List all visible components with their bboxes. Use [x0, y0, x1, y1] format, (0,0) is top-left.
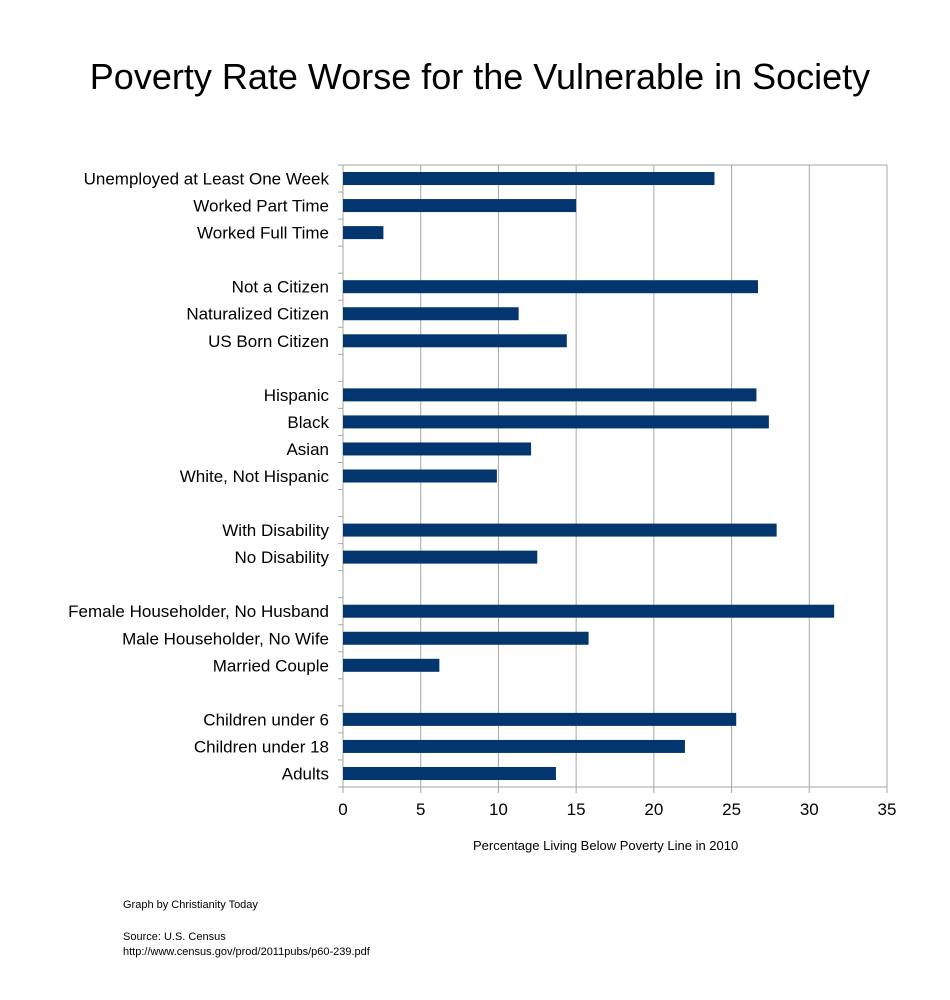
- x-tick-label: 30: [800, 800, 819, 819]
- bar: [343, 334, 567, 348]
- category-label: Worked Part Time: [193, 197, 329, 216]
- bar: [343, 469, 497, 483]
- credit-text: Graph by Christianity Today: [123, 899, 258, 911]
- bar: [343, 712, 737, 726]
- bar: [343, 631, 589, 645]
- x-tick-label: 10: [489, 800, 508, 819]
- x-tick-label: 35: [878, 800, 897, 819]
- category-label: With Disability: [222, 521, 329, 540]
- chart-title: Poverty Rate Worse for the Vulnerable in…: [89, 56, 871, 97]
- bar: [343, 388, 757, 402]
- bar: [343, 523, 777, 537]
- category-label: Asian: [286, 440, 329, 459]
- category-label: Married Couple: [213, 656, 329, 675]
- category-label: Children under 6: [203, 710, 329, 729]
- category-label: Female Householder, No Husband: [68, 602, 329, 621]
- bar: [343, 604, 835, 618]
- x-tick-label: 0: [338, 800, 347, 819]
- bar: [343, 415, 769, 429]
- bar: [343, 550, 538, 564]
- category-label: Black: [287, 413, 329, 432]
- category-label: Children under 18: [194, 737, 329, 756]
- x-axis-label: Percentage Living Below Poverty Line in …: [473, 838, 739, 853]
- category-label: No Disability: [235, 548, 330, 567]
- source-text: Source: U.S. Census http://www.census.go…: [123, 930, 370, 960]
- category-label: White, Not Hispanic: [180, 467, 330, 486]
- category-label: Unemployed at Least One Week: [84, 170, 330, 189]
- category-label: Hispanic: [264, 386, 330, 405]
- category-label: Adults: [282, 764, 329, 783]
- bar: [343, 766, 556, 780]
- source-url: http://www.census.gov/prod/2011pubs/p60-…: [123, 946, 370, 958]
- category-label: Worked Full Time: [197, 224, 329, 243]
- x-tick-label: 25: [722, 800, 741, 819]
- bar: [343, 226, 384, 240]
- x-tick-label: 20: [644, 800, 663, 819]
- bar: [343, 442, 532, 456]
- category-label: US Born Citizen: [208, 332, 329, 351]
- x-tick-label: 5: [416, 800, 425, 819]
- x-tick-label: 15: [567, 800, 586, 819]
- bar: [343, 280, 758, 294]
- source-line: Source: U.S. Census: [123, 931, 226, 943]
- bar: [343, 658, 440, 672]
- bar: [343, 199, 577, 213]
- category-label: Male Householder, No Wife: [122, 629, 329, 648]
- category-label: Naturalized Citizen: [186, 305, 329, 324]
- category-label: Not a Citizen: [232, 278, 329, 297]
- bar: [343, 739, 685, 753]
- bar: [343, 172, 715, 186]
- bar: [343, 307, 519, 321]
